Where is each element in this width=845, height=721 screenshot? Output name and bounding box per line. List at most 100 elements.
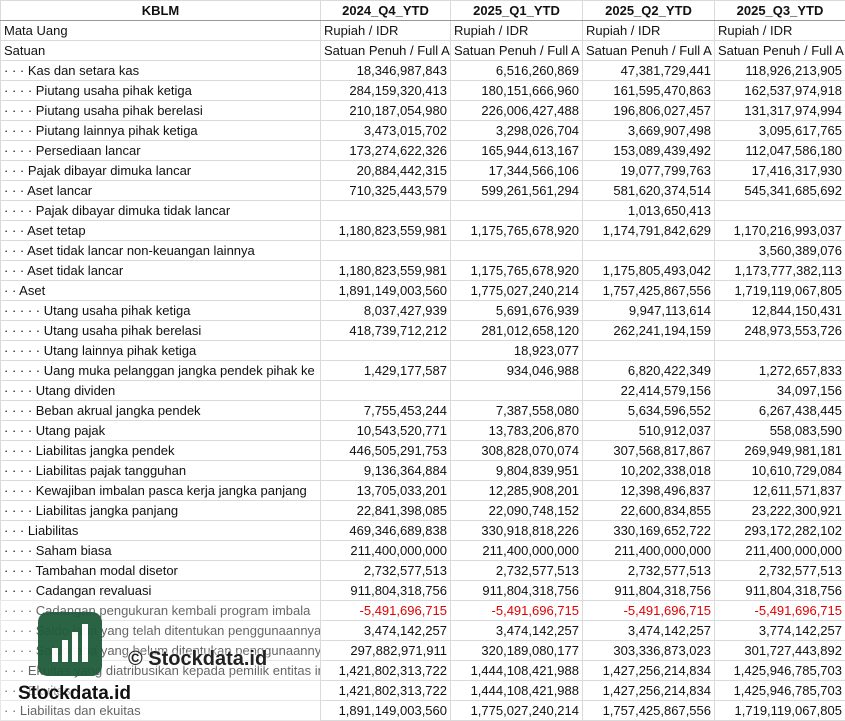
cell: 34,097,156 <box>714 380 845 401</box>
cell: 112,047,586,180 <box>714 140 845 161</box>
cell: 446,505,291,753 <box>320 440 451 461</box>
cell: 18,346,987,843 <box>320 60 451 81</box>
cell: 1,180,823,559,981 <box>320 260 451 281</box>
table-row: · · · · Tambahan modal disetor 2,732,577,… <box>0 560 845 581</box>
cell: 510,912,037 <box>582 420 715 441</box>
cell: 2,732,577,513 <box>714 560 845 581</box>
cell: 1,174,791,842,629 <box>582 220 715 241</box>
cell: 1,719,119,067,805 <box>714 280 845 301</box>
cell: 22,414,579,156 <box>582 380 715 401</box>
cell: 211,400,000,000 <box>582 540 715 561</box>
row-label: · · · · · Utang lainnya pihak ketiga <box>0 340 321 361</box>
cell: 303,336,873,023 <box>582 640 715 661</box>
cell: 1,427,256,214,834 <box>582 680 715 701</box>
cell: 911,804,318,756 <box>320 580 451 601</box>
cell: 9,947,113,614 <box>582 300 715 321</box>
watermark-logo <box>38 612 102 676</box>
cell: 180,151,666,960 <box>450 80 583 101</box>
table-row: · · · Aset lancar 710,325,443,579 599,261,… <box>0 180 845 201</box>
cell: 22,841,398,085 <box>320 500 451 521</box>
cell: 934,046,988 <box>450 360 583 381</box>
cell: 173,274,622,326 <box>320 140 451 161</box>
cell: 1,013,650,413 <box>582 200 715 221</box>
cell: 210,187,054,980 <box>320 100 451 121</box>
table-row: · · · · Beban akrual jangka pendek 7,755,… <box>0 400 845 421</box>
table-row: · · · · · Uang muka pelanggan jangka pen… <box>0 360 845 381</box>
cell: Rupiah / IDR <box>320 20 451 41</box>
cell: 1,444,108,421,988 <box>450 660 583 681</box>
cell: 581,620,374,514 <box>582 180 715 201</box>
table-row: · · · Kas dan setara kas 18,346,987,843 6,… <box>0 60 845 81</box>
cell: 2,732,577,513 <box>450 560 583 581</box>
table-row: · · · · Piutang usaha pihak ketiga 284,15… <box>0 80 845 101</box>
cell: 23,222,300,921 <box>714 500 845 521</box>
cell: 301,727,443,892 <box>714 640 845 661</box>
cell: 18,923,077 <box>450 340 583 361</box>
table-row: · · · Aset tidak lancar non-keuangan lai… <box>0 240 845 261</box>
row-label: · · · · Liabilitas pajak tangguhan <box>0 460 321 481</box>
row-label: · · · Aset lancar <box>0 180 321 201</box>
cell: 308,828,070,074 <box>450 440 583 461</box>
cell: 1,421,802,313,722 <box>320 660 451 681</box>
row-label: · · · · Utang pajak <box>0 420 321 441</box>
cell: 911,804,318,756 <box>450 580 583 601</box>
empty-cell <box>714 340 845 361</box>
table-row: · · · Pajak dibayar dimuka lancar 20,884,… <box>0 160 845 181</box>
watermark-text: © Stockdata.id <box>128 648 268 670</box>
row-label: Mata Uang <box>0 20 321 41</box>
row-label: · · · Aset tetap <box>0 220 321 241</box>
table-row: · · · · Utang pajak 10,543,520,771 13,783,… <box>0 420 845 441</box>
cell: 10,610,729,084 <box>714 460 845 481</box>
table-row: · · · · Liabilitas pajak tangguhan 9,136,… <box>0 460 845 481</box>
cell: 320,189,080,177 <box>450 640 583 661</box>
cell: -5,491,696,715 <box>450 600 583 621</box>
column-header: 2025_Q1_YTD <box>450 0 583 21</box>
cell: 1,173,777,382,113 <box>714 260 845 281</box>
row-label: · · · · Liabilitas jangka pendek <box>0 440 321 461</box>
table-row: · · · · Liabilitas jangka panjang 22,841,… <box>0 500 845 521</box>
cell: -5,491,696,715 <box>714 600 845 621</box>
cell: 1,272,657,833 <box>714 360 845 381</box>
table-row: · · · · Piutang lainnya pihak ketiga 3,47… <box>0 120 845 141</box>
cell: 211,400,000,000 <box>714 540 845 561</box>
header-row: KBLM 2024_Q4_YTD 2025_Q1_YTD 2025_Q2_YTD 202… <box>0 0 845 21</box>
cell: 17,416,317,930 <box>714 160 845 181</box>
table-row: · · Liabilitas dan ekuitas 1,891,149,003,… <box>0 700 845 721</box>
cell: 330,169,652,722 <box>582 520 715 541</box>
cell: 284,159,320,413 <box>320 80 451 101</box>
row-label: · · · Kas dan setara kas <box>0 60 321 81</box>
cell: -5,491,696,715 <box>582 600 715 621</box>
table-row: · · · Ekuitas 1,421,802,313,722 1,444,108,… <box>0 680 845 701</box>
cell: 3,474,142,257 <box>320 620 451 641</box>
cell: 297,882,971,911 <box>320 640 451 661</box>
cell: 9,804,839,951 <box>450 460 583 481</box>
cell: 545,341,685,692 <box>714 180 845 201</box>
cell: Satuan Penuh / Full A <box>320 40 451 61</box>
cell: 911,804,318,756 <box>582 580 715 601</box>
empty-cell <box>320 240 451 261</box>
table-row: · · · · · Utang usaha pihak ketiga 8,037,… <box>0 300 845 321</box>
row-label: · · · Pajak dibayar dimuka lancar <box>0 160 321 181</box>
row-label: · · · · Utang dividen <box>0 380 321 401</box>
row-label: · · · Aset tidak lancar non-keuangan lai… <box>0 240 321 261</box>
cell: 211,400,000,000 <box>450 540 583 561</box>
cell: 19,077,799,763 <box>582 160 715 181</box>
cell: 1,175,765,678,920 <box>450 260 583 281</box>
column-header: 2025_Q3_YTD <box>714 0 845 21</box>
table-row: · · Aset 1,891,149,003,560 1,775,027,240,2… <box>0 280 845 301</box>
empty-cell <box>450 200 583 221</box>
table-row: · · · · · Utang usaha pihak berelasi 418,… <box>0 320 845 341</box>
cell: 12,398,496,837 <box>582 480 715 501</box>
cell: 248,973,553,726 <box>714 320 845 341</box>
cell: 293,172,282,102 <box>714 520 845 541</box>
column-header: 2025_Q2_YTD <box>582 0 715 21</box>
cell: 20,884,442,315 <box>320 160 451 181</box>
cell: 6,516,260,869 <box>450 60 583 81</box>
cell: Satuan Penuh / Full A <box>582 40 715 61</box>
cell: 710,325,443,579 <box>320 180 451 201</box>
row-label: · · · · Saham biasa <box>0 540 321 561</box>
row-label: · · · · Pajak dibayar dimuka tidak lanca… <box>0 200 321 221</box>
table-row: · · · · Saham biasa 211,400,000,000 211,40… <box>0 540 845 561</box>
cell: 599,261,561,294 <box>450 180 583 201</box>
